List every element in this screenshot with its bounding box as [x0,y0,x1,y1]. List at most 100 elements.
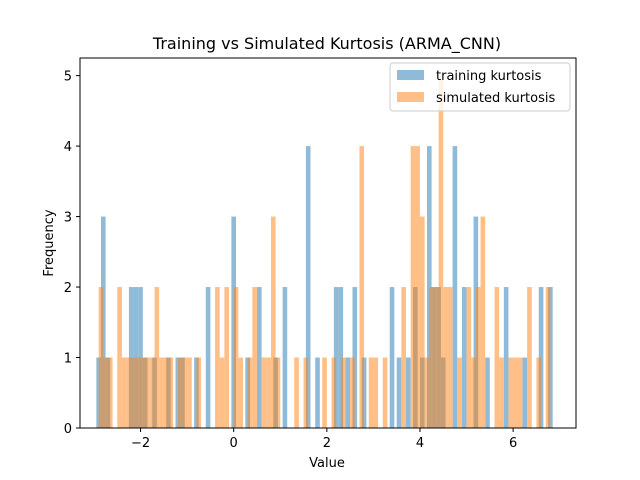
histogram-bar [410,146,416,428]
x-tick-label: 6 [509,436,517,451]
histogram-bar [182,357,188,428]
histogram-bar [433,287,439,428]
x-tick-label: 4 [416,436,424,451]
histogram-bar [426,146,432,428]
legend-swatch-training [397,70,424,80]
histogram-bar [494,287,500,428]
histogram-bar [338,287,344,428]
histogram-bar [401,287,406,428]
histogram-bar [438,75,444,428]
histogram-bar [168,357,174,428]
histogram-bar [352,287,358,428]
histogram-bar [233,287,239,428]
histogram-bar [107,357,113,428]
histogram-bar [187,357,192,428]
x-axis-label: Value [309,456,345,471]
histogram-bar [126,357,132,428]
histogram-bar [149,357,155,428]
histogram-bar [305,146,311,428]
histogram-bar [473,216,479,428]
histogram-bar [382,357,388,428]
histogram-bar [282,287,288,428]
histogram-bar [420,216,425,428]
histogram-bar [154,287,160,428]
histogram-bar [424,357,430,428]
histogram-bar [522,357,528,428]
x-axis-ticks: −2 0 2 4 6 [131,428,517,451]
histogram-bar [471,357,476,428]
histogram-bar [436,287,441,428]
histogram-bar [373,357,379,428]
histogram-bar [440,357,446,428]
histogram-bar [219,357,225,428]
legend-box [389,62,571,112]
histogram-bar [163,357,169,428]
chart-title: Training vs Simulated Kurtosis (ARMA_CNN… [152,34,501,54]
histogram-bar [138,287,143,428]
histogram-bar [406,357,411,428]
series-simulated [98,75,551,428]
histogram-bar [133,287,139,428]
histogram-bar [275,357,281,428]
histogram-bar [245,357,250,428]
y-tick-label: 4 [64,140,72,155]
histogram-bar [180,357,185,428]
histogram-bar [389,287,395,428]
legend-label-simulated: simulated kurtosis [436,91,555,106]
legend-swatch-simulated [397,92,424,102]
histogram-bar [194,357,199,428]
histogram-bar [303,357,309,428]
histogram-bar [145,357,150,428]
histogram-bar [322,357,327,428]
histogram-bar [142,357,148,428]
histogram-bar [415,146,420,428]
histogram-bar [175,357,181,428]
histogram-bar [247,357,253,428]
histogram-bar [513,357,518,428]
histogram-bar [256,287,262,428]
histogram-bar [527,287,532,428]
histogram-bar [273,357,278,428]
histogram-bar [333,287,339,428]
histogram-bar [196,357,202,428]
histogram-bar [545,287,551,428]
histogram-bar [105,357,111,428]
histogram-bar [224,287,230,428]
bars-layer [96,75,553,428]
histogram-bar [429,287,434,428]
histogram-bar [480,216,486,428]
y-tick-label: 2 [64,281,72,296]
histogram-bar [499,357,504,428]
y-axis-label: Frequency [42,209,57,276]
series-training [96,146,553,428]
histogram-bar [443,287,448,428]
histogram-bar [413,287,418,428]
histogram-bar [475,287,481,428]
legend: training kurtosis simulated kurtosis [389,62,571,112]
histogram-bar [121,357,127,428]
histogram-bar [457,357,462,428]
histogram-bar [98,287,104,428]
x-tick-label: 0 [230,436,238,451]
histogram-bar [503,287,509,428]
histogram-bar [538,287,544,428]
histogram-bar [517,357,523,428]
x-tick-label: −2 [131,436,150,451]
histogram-bar [361,357,367,428]
histogram-bar [261,357,267,428]
histogram-bar [215,287,220,428]
histogram-bar [166,357,171,428]
histogram-bar [431,287,437,428]
histogram-bar [100,216,106,428]
histogram-bar [315,357,320,428]
histogram-bar [447,287,453,428]
histogram-bar [461,287,467,428]
histogram-bar [103,357,108,428]
x-tick-label: 2 [323,436,331,451]
histogram-bar [140,357,146,428]
histogram-bar [359,146,365,428]
y-axis-ticks: 0 1 2 3 4 5 [64,70,80,437]
plot-frame [79,57,577,429]
histogram-bar [128,287,134,428]
